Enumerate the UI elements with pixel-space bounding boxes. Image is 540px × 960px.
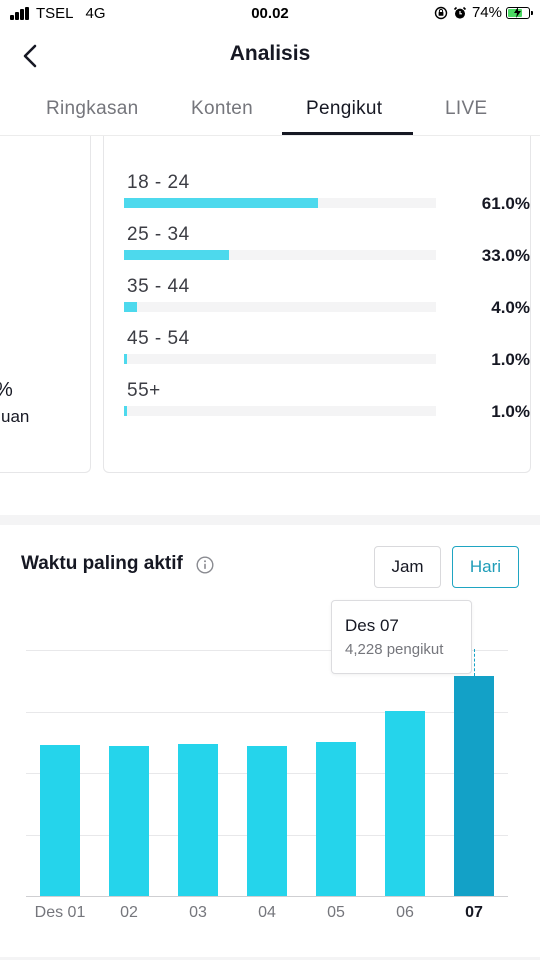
age-percent: 61.0% [481, 194, 530, 213]
age-row: 45 - 54 1.0% [124, 328, 530, 378]
status-right: 74% [434, 4, 533, 21]
chart-tooltip: Des 07 4,228 pengikut [331, 600, 472, 674]
chart-x-label: 06 [396, 904, 414, 921]
age-track [124, 198, 436, 208]
tooltip-connector [474, 649, 475, 676]
orientation-lock-icon [434, 6, 448, 19]
tab-live[interactable]: LIVE [445, 98, 488, 119]
gender-card-value: % [0, 379, 13, 402]
age-bar [124, 406, 128, 416]
chart-bar[interactable] [109, 746, 149, 896]
age-percent: 4.0% [491, 298, 530, 317]
age-row: 35 - 44 4.0% [124, 276, 530, 326]
chart-bar[interactable] [178, 744, 218, 896]
page-title: Analisis [229, 42, 311, 65]
chart-x-label: Des 01 [34, 904, 86, 921]
status-bar: TSEL 4G 00.02 74% [0, 0, 540, 28]
tab-konten[interactable]: Konten [191, 98, 254, 119]
battery-icon [506, 6, 533, 19]
age-row: 55+ 1.0% [124, 380, 530, 430]
age-card: 18 - 24 61.0% 25 - 34 33.0% 35 - 44 4.0%… [103, 136, 531, 473]
chart-x-label: 02 [120, 904, 138, 921]
jam-toggle-button[interactable]: Jam [374, 546, 441, 588]
chart-x-label: 04 [258, 904, 276, 921]
age-bar [124, 250, 230, 260]
active-time-title: Waktu paling aktif [21, 553, 183, 574]
chart-bar[interactable] [385, 711, 425, 896]
age-label: 18 - 24 [127, 172, 190, 193]
tab-pengikut[interactable]: Pengikut [306, 98, 383, 119]
battery-percent: 74% [471, 4, 502, 21]
age-percent: 33.0% [481, 246, 530, 265]
signal-icon [10, 7, 30, 20]
info-icon[interactable] [196, 556, 214, 574]
age-label: 35 - 44 [127, 276, 190, 297]
age-track [124, 250, 436, 260]
status-time: 00.02 [251, 5, 289, 22]
age-track [124, 302, 436, 312]
tab-active-indicator [282, 132, 413, 135]
tooltip-title: Des 07 [345, 616, 399, 635]
chart-x-label: 07 [465, 904, 483, 921]
age-track [124, 406, 436, 416]
gender-card-label: uan [1, 407, 30, 426]
section-divider [0, 515, 540, 525]
header: Analisis [0, 28, 540, 84]
age-label: 25 - 34 [127, 224, 190, 245]
age-track [124, 354, 436, 364]
tab-bar: Ringkasan Konten Pengikut LIVE [0, 84, 540, 136]
status-left: TSEL 4G [10, 5, 106, 22]
age-label: 45 - 54 [127, 328, 190, 349]
chart-bar[interactable] [454, 675, 494, 896]
alarm-icon [453, 6, 467, 19]
age-bar [124, 302, 137, 312]
carrier-name: TSEL [36, 5, 74, 22]
tab-ringkasan[interactable]: Ringkasan [46, 98, 139, 119]
chart-x-label: 05 [327, 904, 345, 921]
chart-bar[interactable] [40, 744, 80, 896]
chart-gridline [26, 650, 508, 651]
active-time-chart: Des 07 4,228 pengikut Des 01 02 03 04 05 06 07 [0, 600, 540, 940]
chart-bar[interactable] [316, 741, 356, 896]
age-percent: 1.0% [491, 350, 530, 369]
back-button[interactable] [12, 38, 48, 74]
age-label: 55+ [127, 380, 161, 401]
tooltip-subtitle: 4,228 pengikut [345, 641, 444, 658]
age-percent: 1.0% [491, 402, 530, 421]
age-bar [124, 198, 319, 208]
network-type: 4G [85, 5, 106, 22]
chart-x-label: 03 [189, 904, 207, 921]
tabs-divider [0, 135, 540, 136]
chevron-left-icon [23, 44, 37, 68]
age-row: 18 - 24 61.0% [124, 172, 530, 222]
chart-gridline [26, 712, 508, 713]
age-row: 25 - 34 33.0% [124, 224, 530, 274]
hari-toggle-button[interactable]: Hari [452, 546, 519, 588]
gender-card: % uan [0, 136, 91, 473]
age-bar [124, 354, 128, 364]
chart-bar[interactable] [247, 746, 287, 896]
bottom-divider [0, 957, 540, 960]
chart-x-axis [26, 896, 508, 897]
